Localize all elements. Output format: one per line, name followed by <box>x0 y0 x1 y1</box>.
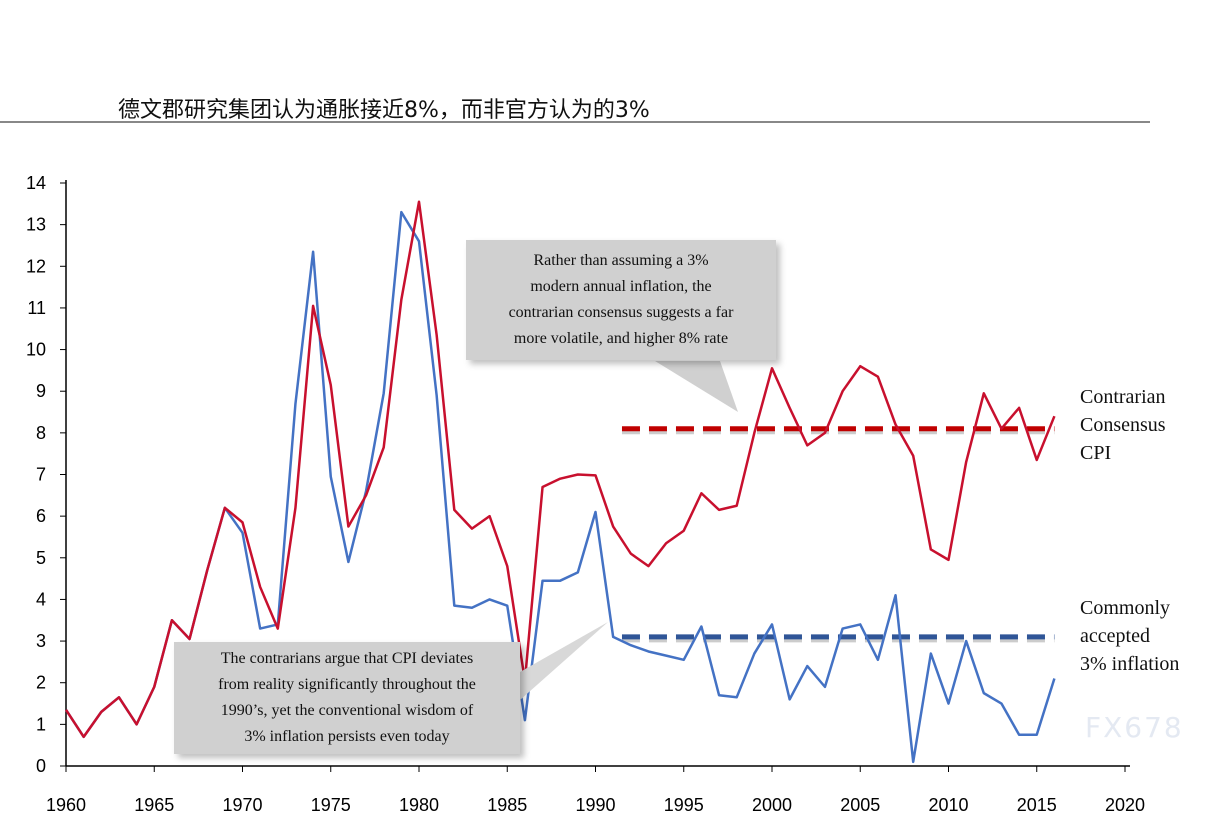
y-tick-label: 7 <box>36 465 46 485</box>
annotation-line: from reality significantly throughout th… <box>218 676 476 693</box>
y-tick-label: 1 <box>36 714 46 734</box>
y-tick-label: 6 <box>36 506 46 526</box>
annotation-line: The contrarians argue that CPI deviates <box>220 650 474 667</box>
accepted-series-line <box>64 210 1056 764</box>
legend-line: Contrarian <box>1080 386 1166 408</box>
y-tick-label: 4 <box>36 589 46 609</box>
y-tick-label: 0 <box>36 756 46 776</box>
y-tick-label: 8 <box>36 423 46 443</box>
y-tick-label: 2 <box>36 673 46 693</box>
x-tick-label: 2000 <box>752 795 792 815</box>
y-tick-label: 14 <box>26 173 46 193</box>
x-tick-label: 1965 <box>134 795 174 815</box>
annotation-line: more volatile, and higher 8% rate <box>513 330 729 347</box>
annotation-line: 1990’s, yet the conventional wisdom of <box>220 702 474 719</box>
contrarian-series-line <box>64 200 1056 739</box>
x-tick-label: 1960 <box>46 795 86 815</box>
x-tick-label: 2010 <box>928 795 968 815</box>
title-divider <box>0 121 1150 123</box>
legend-line: Commonly <box>1080 597 1171 619</box>
x-tick-label: 1975 <box>311 795 351 815</box>
x-tick-label: 1990 <box>575 795 615 815</box>
y-tick-label: 12 <box>26 256 46 276</box>
annotation-line: modern annual inflation, the <box>530 278 712 295</box>
chart-title: 德文郡研究集团认为通胀接近8%，而非官方认为的3% <box>118 98 650 123</box>
legend-accepted: Commonly accepted 3% inflation <box>1080 594 1179 678</box>
x-tick-label: 2015 <box>1017 795 1057 815</box>
x-tick-label: 2005 <box>840 795 880 815</box>
callout-pointer-top <box>655 361 738 412</box>
annotation-line: contrarian consensus suggests a far <box>508 304 734 321</box>
legend-line: CPI <box>1080 442 1112 464</box>
watermark: FX678 <box>1085 711 1184 744</box>
legend-contrarian: Contrarian Consensus CPI <box>1080 383 1166 467</box>
y-tick-label: 10 <box>26 340 46 360</box>
y-tick-label: 13 <box>26 215 46 235</box>
x-tick-label: 1970 <box>222 795 262 815</box>
y-tick-label: 9 <box>36 381 46 401</box>
x-tick-label: 1980 <box>399 795 439 815</box>
legend-line: accepted <box>1080 625 1150 647</box>
annotation-line: Rather than assuming a 3% <box>533 252 709 269</box>
callout-pointer-bottom <box>520 622 608 700</box>
annotation-bottom: The contrarians argue that CPI deviates … <box>174 642 520 754</box>
x-tick-label: 1985 <box>487 795 527 815</box>
y-tick-label: 11 <box>27 298 46 318</box>
annotation-top: Rather than assuming a 3% modern annual … <box>466 240 776 360</box>
legend-line: 3% inflation <box>1080 653 1180 675</box>
y-tick-label: 3 <box>36 631 46 651</box>
annotation-line: 3% inflation persists even today <box>244 728 450 745</box>
x-tick-label: 1995 <box>664 795 704 815</box>
legend-line: Consensus <box>1080 414 1166 436</box>
x-tick-label: 2020 <box>1105 795 1145 815</box>
y-tick-label: 5 <box>36 548 46 568</box>
